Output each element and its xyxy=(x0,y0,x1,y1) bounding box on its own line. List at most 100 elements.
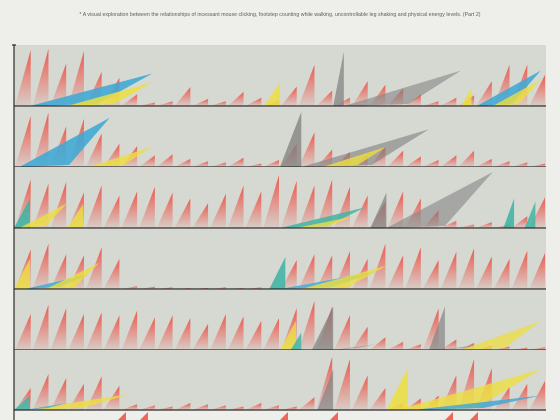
yellow-wedge xyxy=(397,369,541,410)
red-spike xyxy=(139,186,155,228)
blue-wedge xyxy=(413,395,541,410)
red-spike xyxy=(15,115,31,167)
red-spike xyxy=(174,198,191,228)
red-spike xyxy=(476,158,492,167)
red-spike xyxy=(121,286,138,289)
red-spike xyxy=(68,51,84,106)
red-spike xyxy=(298,64,315,106)
red-spike xyxy=(174,318,191,350)
teal-wedge xyxy=(280,207,366,228)
red-spike xyxy=(405,344,421,350)
red-spike xyxy=(121,191,138,228)
chart-row-2 xyxy=(14,107,546,168)
gray-wedge xyxy=(333,344,376,350)
red-spike xyxy=(50,63,67,106)
red-spike xyxy=(351,81,368,106)
red-spike xyxy=(351,195,368,228)
red-spike xyxy=(263,405,279,410)
red-spike xyxy=(440,155,457,167)
red-spike xyxy=(422,260,439,289)
yellow-wedge xyxy=(460,321,541,350)
red-spike xyxy=(103,258,120,289)
red-spike xyxy=(192,161,209,167)
blue-wedge xyxy=(19,117,110,167)
red-spike xyxy=(121,94,138,106)
chart-row-1 xyxy=(14,45,546,107)
red-spike xyxy=(263,174,279,228)
red-spike xyxy=(298,132,315,167)
red-spike xyxy=(85,185,102,228)
red-spike xyxy=(316,179,333,228)
red-spike xyxy=(405,156,421,167)
red-spike xyxy=(529,163,545,167)
red-spike xyxy=(174,158,191,167)
gray-wedge xyxy=(343,70,461,106)
red-spike xyxy=(458,248,475,289)
red-spike xyxy=(369,243,386,289)
red-spike xyxy=(32,304,49,350)
teal-spike xyxy=(269,257,286,289)
teal-spike xyxy=(14,198,30,228)
red-spike xyxy=(245,97,262,106)
red-spike xyxy=(298,185,315,228)
red-spike xyxy=(298,300,315,350)
yellow-spike xyxy=(280,321,296,350)
red-spike xyxy=(121,310,138,350)
red-spike xyxy=(103,315,120,350)
red-spike xyxy=(140,412,148,420)
red-spike xyxy=(50,308,67,350)
red-spike xyxy=(529,253,545,289)
teal-spike xyxy=(524,201,536,228)
chart-row-4 xyxy=(14,229,546,290)
yellow-wedge xyxy=(322,146,387,167)
red-spike xyxy=(422,160,439,167)
red-spike xyxy=(281,180,297,228)
red-spike xyxy=(139,155,155,167)
yellow-spike xyxy=(386,368,408,410)
red-spike xyxy=(330,412,338,420)
red-spike xyxy=(476,256,492,289)
red-spike xyxy=(118,412,126,420)
yellow-wedge xyxy=(88,146,153,167)
red-spike xyxy=(458,224,475,228)
red-spike xyxy=(529,74,545,106)
yellow-spike xyxy=(67,204,84,228)
red-spike xyxy=(210,162,226,167)
red-spike xyxy=(156,315,173,350)
red-spike xyxy=(511,216,528,228)
red-spike xyxy=(511,250,528,289)
red-spike xyxy=(245,163,262,167)
red-spike xyxy=(227,406,244,410)
blue-wedge xyxy=(476,70,541,106)
red-spike xyxy=(316,90,333,106)
red-spike xyxy=(493,258,510,289)
yellow-wedge xyxy=(492,79,541,106)
red-spike xyxy=(445,412,453,420)
red-spike xyxy=(227,91,244,106)
red-spike xyxy=(263,318,279,350)
red-spike xyxy=(210,405,226,410)
red-spike xyxy=(156,406,173,410)
red-spike xyxy=(334,97,350,106)
gray-spike xyxy=(311,306,334,350)
gray-wedge xyxy=(301,129,429,167)
red-spike xyxy=(458,150,475,167)
yellow-wedge xyxy=(301,265,387,289)
red-spike xyxy=(493,161,510,167)
red-spike xyxy=(32,48,49,106)
red-spike xyxy=(210,193,226,228)
yellow-wedge xyxy=(19,203,68,228)
red-spike xyxy=(387,255,404,289)
red-spike xyxy=(68,314,84,350)
row-panel xyxy=(14,107,546,167)
red-spike xyxy=(139,405,155,410)
red-spike xyxy=(511,383,528,410)
red-spike xyxy=(280,412,288,420)
red-spike xyxy=(440,251,457,289)
red-spike xyxy=(298,254,315,289)
yellow-spike xyxy=(264,82,280,106)
red-spike xyxy=(192,323,209,350)
red-spike xyxy=(334,186,350,228)
red-spike xyxy=(422,101,439,106)
